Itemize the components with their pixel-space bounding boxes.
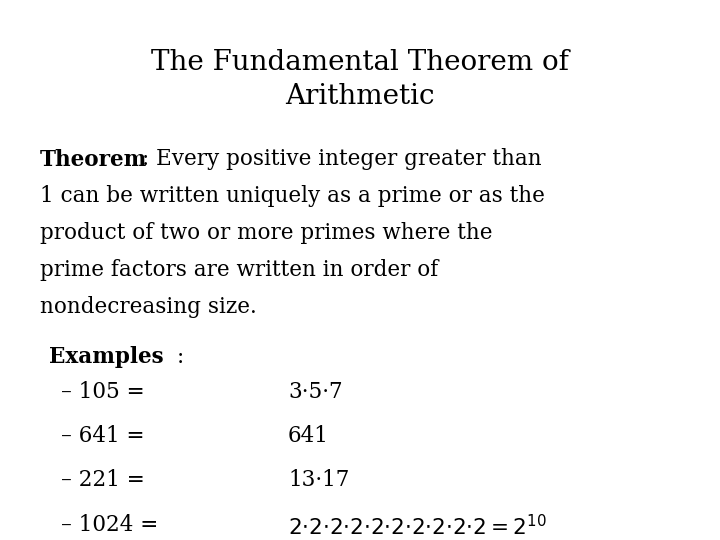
Text: prime factors are written in order of: prime factors are written in order of [40,260,438,281]
Text: – 641 =: – 641 = [61,425,145,447]
Text: – 105 =: – 105 = [61,381,145,403]
Text: – 221 =: – 221 = [61,469,145,491]
Text: – 1024 =: – 1024 = [61,514,158,536]
Text: Examples: Examples [49,346,163,368]
Text: product of two or more primes where the: product of two or more primes where the [40,222,492,245]
Text: $\mathregular{2{\cdot}2{\cdot}2{\cdot}2{\cdot}2{\cdot}2{\cdot}2{\cdot}2{\cdot}2{: $\mathregular{2{\cdot}2{\cdot}2{\cdot}2{… [288,514,546,539]
Text: The Fundamental Theorem of
Arithmetic: The Fundamental Theorem of Arithmetic [151,49,569,110]
Text: 1 can be written uniquely as a prime or as the: 1 can be written uniquely as a prime or … [40,186,544,207]
Text: 3·5·7: 3·5·7 [288,381,343,403]
Text: :: : [177,346,184,368]
Text: 13·17: 13·17 [288,469,349,491]
Text: 641: 641 [288,425,329,447]
Text: Theorem: Theorem [40,148,147,171]
Text: nondecreasing size.: nondecreasing size. [40,296,256,319]
Text: : Every positive integer greater than: : Every positive integer greater than [142,148,541,171]
